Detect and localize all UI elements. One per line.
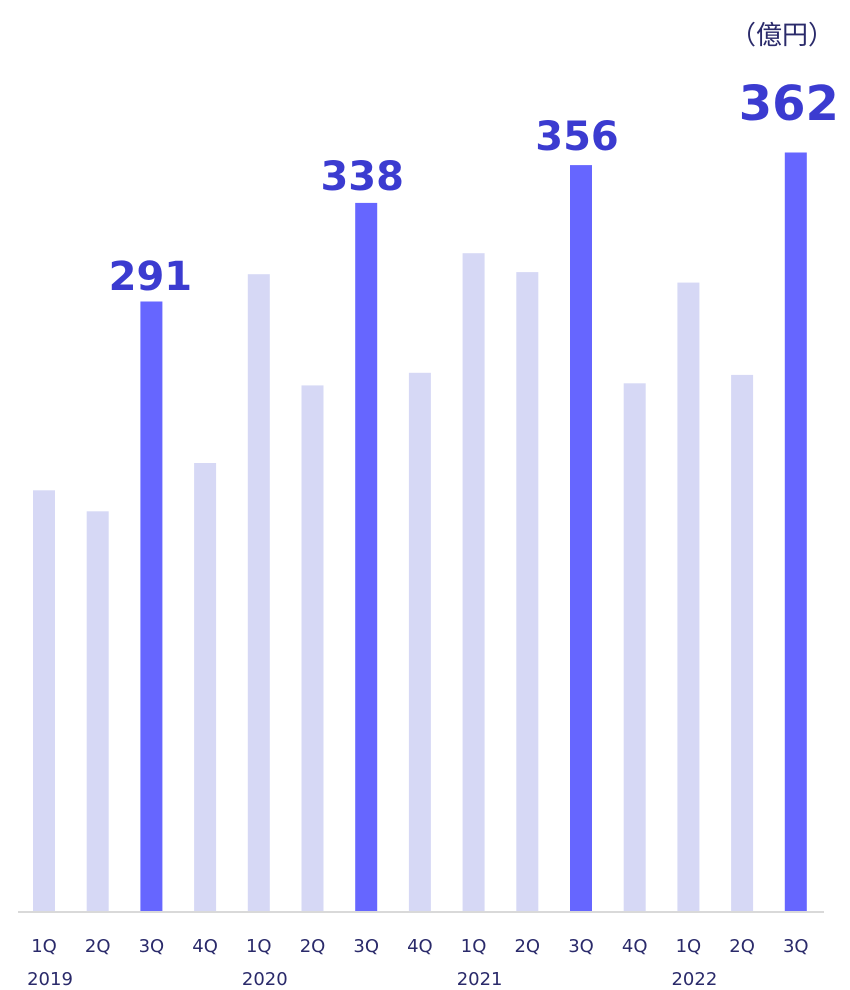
x-tick-label: 4Q (407, 936, 433, 957)
bars-group (33, 152, 807, 913)
x-tick-labels: 1Q 2Q 3Q 4Q 1Q 2Q 3Q 4Q 1Q 2Q 3Q 4Q 1Q 2Q 3Q (31, 936, 808, 957)
year-label: 2020 (242, 969, 288, 990)
year-label: 2021 (457, 969, 503, 990)
data-label: 338 (320, 154, 404, 200)
x-tick-label: 3Q (568, 936, 594, 957)
unit-label: （億円） (730, 21, 834, 51)
x-tick-label: 1Q (31, 936, 57, 957)
bar-6 (301, 385, 324, 912)
x-tick-label: 1Q (461, 936, 487, 957)
bar-11 (570, 165, 592, 913)
bar-5 (247, 274, 270, 912)
x-tick-label: 2Q (729, 936, 755, 957)
bar-14 (731, 374, 754, 912)
x-tick-label: 3Q (783, 936, 809, 957)
x-tick-label: 3Q (353, 936, 379, 957)
year-label: 2022 (671, 969, 717, 990)
x-tick-label: 2Q (514, 936, 540, 957)
data-label: 362 (739, 76, 839, 132)
bar-3 (140, 301, 163, 912)
x-tick-label: 3Q (139, 936, 165, 957)
x-tick-label: 4Q (192, 936, 218, 957)
x-tick-label: 2Q (300, 936, 326, 957)
year-label: 2019 (27, 969, 73, 990)
bar-1 (33, 490, 55, 912)
data-label: 291 (109, 254, 193, 300)
bar-15 (784, 152, 807, 912)
year-labels: 2019 2020 2021 2022 (27, 969, 717, 990)
bar-9 (462, 253, 485, 912)
x-tick-label: 2Q (85, 936, 111, 957)
bar-12 (623, 383, 646, 912)
bar-8 (408, 372, 431, 912)
bar-13 (677, 282, 700, 913)
bar-7 (355, 202, 378, 912)
bar-2 (86, 511, 109, 912)
bar-4 (194, 463, 217, 912)
x-tick-label: 1Q (246, 936, 272, 957)
bar-10 (516, 272, 539, 913)
x-tick-label: 4Q (622, 936, 648, 957)
x-tick-label: 1Q (676, 936, 702, 957)
data-label: 356 (535, 114, 619, 160)
data-labels-group: 291 338 356 362 (109, 76, 839, 300)
